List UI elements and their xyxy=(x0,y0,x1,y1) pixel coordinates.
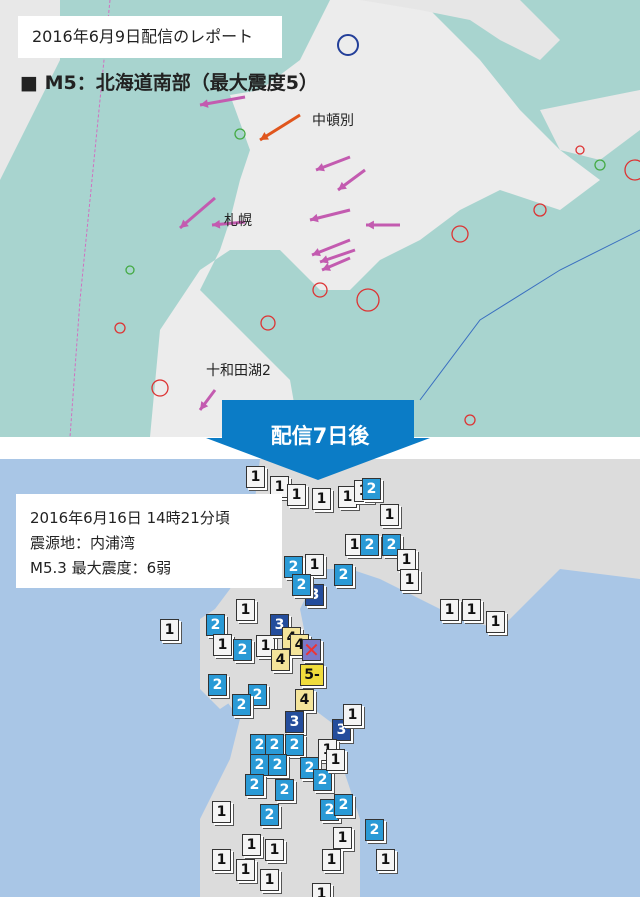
epicenter-circle xyxy=(533,203,547,217)
intensity-marker: 2 xyxy=(208,674,227,696)
intensity-marker: 2 xyxy=(313,769,332,791)
report-date-label: 2016年6月9日配信のレポート xyxy=(18,16,282,58)
epicenter-circle xyxy=(337,34,359,56)
intensity-marker: 2 xyxy=(233,639,252,661)
intensity-marker: 3 xyxy=(285,711,304,733)
intensity-marker: 2 xyxy=(265,734,284,756)
intensity-marker: 1 xyxy=(380,504,399,526)
epicenter-circle xyxy=(234,128,246,140)
intensity-marker: 5- xyxy=(300,664,324,686)
intensity-marker: 1 xyxy=(305,554,324,576)
intensity-marker: 1 xyxy=(326,749,345,771)
intensity-marker: 2 xyxy=(360,534,379,556)
quake-magnitude: M5.3 最大震度：6弱 xyxy=(30,559,172,577)
intensity-marker: 1 xyxy=(333,827,352,849)
migration-arrow-head xyxy=(180,219,189,228)
place-nakatonbetsu: 中頓別 xyxy=(312,113,354,129)
intensity-marker: 1 xyxy=(486,611,505,633)
migration-arrow-head xyxy=(366,220,374,230)
intensity-marker: 1 xyxy=(400,569,419,591)
intensity-marker: 2 xyxy=(365,819,384,841)
migration-arrow-head xyxy=(322,262,331,271)
intensity-marker: 1 xyxy=(376,849,395,871)
intensity-marker: 2 xyxy=(275,779,294,801)
quake-info-box: 2016年6月16日 14時21分頃 震源地：内浦湾 M5.3 最大震度：6弱 xyxy=(16,494,282,588)
land-hokkaido xyxy=(150,0,600,437)
intensity-marker: 2 xyxy=(362,478,381,500)
land-sakhalin xyxy=(360,0,560,60)
epicenter-circle xyxy=(151,379,169,397)
place-sapporo: 札幌 xyxy=(224,213,252,229)
intensity-marker: 1 xyxy=(213,634,232,656)
migration-arrow-head xyxy=(200,401,209,410)
intensity-marker: 2 xyxy=(250,754,269,776)
boundary-line xyxy=(69,0,111,437)
intensity-marker: 1 xyxy=(160,619,179,641)
intensity-marker: 1 xyxy=(256,635,275,657)
intensity-marker: 2 xyxy=(292,574,311,596)
main-arrow-head xyxy=(260,132,269,140)
land-kurils xyxy=(540,90,640,160)
epicenter-circle xyxy=(464,414,476,426)
intensity-marker: 1 xyxy=(212,849,231,871)
hokkaido-map xyxy=(0,0,640,437)
migration-arrow-head xyxy=(200,99,209,108)
intensity-marker: 1 xyxy=(397,549,416,571)
x-mark-icon: ✕ xyxy=(302,638,321,662)
epicenter-circle xyxy=(312,282,328,298)
quake-title: ■ M5：北海道南部（最大震度5） xyxy=(20,72,318,94)
intensity-marker: 1 xyxy=(312,883,331,897)
intensity-marker: 2 xyxy=(232,694,251,716)
migration-arrow-head xyxy=(312,248,321,257)
intensity-marker: 2 xyxy=(248,684,267,706)
intensity-marker: 1 xyxy=(322,849,341,871)
banner-arrow-shape xyxy=(206,400,430,480)
intensity-marker: 1 xyxy=(236,859,255,881)
banner-label: 配信7日後 xyxy=(270,424,370,448)
epicenter-circle xyxy=(125,265,135,275)
intensity-marker: 4 xyxy=(271,649,290,671)
epicenter-circle xyxy=(575,145,585,155)
place-towada: 十和田湖2 xyxy=(206,363,271,379)
intensity-marker: 1 xyxy=(236,599,255,621)
intensity-marker: 2 xyxy=(382,534,401,556)
intensity-marker: 1 xyxy=(343,704,362,726)
epicenter-circle xyxy=(451,225,469,243)
intensity-marker: 2 xyxy=(268,754,287,776)
intensity-marker: 1 xyxy=(287,484,306,506)
intensity-marker: 1 xyxy=(260,869,279,891)
epicenter-circle xyxy=(356,288,380,312)
intensity-marker: 2 xyxy=(334,564,353,586)
top-map-panel: 2016年6月9日配信のレポート ■ M5：北海道南部（最大震度5） 中頓別 札… xyxy=(0,0,640,437)
intensity-marker: 2 xyxy=(206,614,225,636)
intensity-marker: 4 xyxy=(295,689,314,711)
epicenter-circle xyxy=(624,159,640,181)
intensity-marker: 2 xyxy=(285,734,304,756)
migration-arrows xyxy=(179,95,400,411)
banner-arrow xyxy=(206,400,430,480)
migration-arrow-head xyxy=(310,213,319,223)
intensity-marker: 2 xyxy=(284,556,303,578)
intensity-marker: 1 xyxy=(246,466,265,488)
intensity-marker: 2 xyxy=(334,794,353,816)
migration-arrow-head xyxy=(338,181,347,190)
intensity-marker: 1 xyxy=(265,839,284,861)
intensity-marker: 1 xyxy=(212,801,231,823)
migration-arrow-head xyxy=(212,219,221,229)
intensity-marker: 2 xyxy=(245,774,264,796)
migration-arrow-head xyxy=(320,255,329,264)
trench-line xyxy=(419,229,640,401)
epicenter-circle xyxy=(594,159,606,171)
migration-arrow-head xyxy=(316,163,325,172)
epicenter-circle xyxy=(260,315,276,331)
epicenter-circles xyxy=(114,128,640,426)
intensity-marker: 1 xyxy=(242,834,261,856)
quake-datetime: 2016年6月16日 14時21分頃 xyxy=(30,509,230,527)
intensity-marker: 1 xyxy=(440,599,459,621)
quake-epicenter: 震源地：内浦湾 xyxy=(30,534,136,552)
intensity-marker: 2 xyxy=(260,804,279,826)
epicenter-circle xyxy=(114,322,126,334)
intensity-marker: 1 xyxy=(312,488,331,510)
intensity-marker: 1 xyxy=(462,599,481,621)
